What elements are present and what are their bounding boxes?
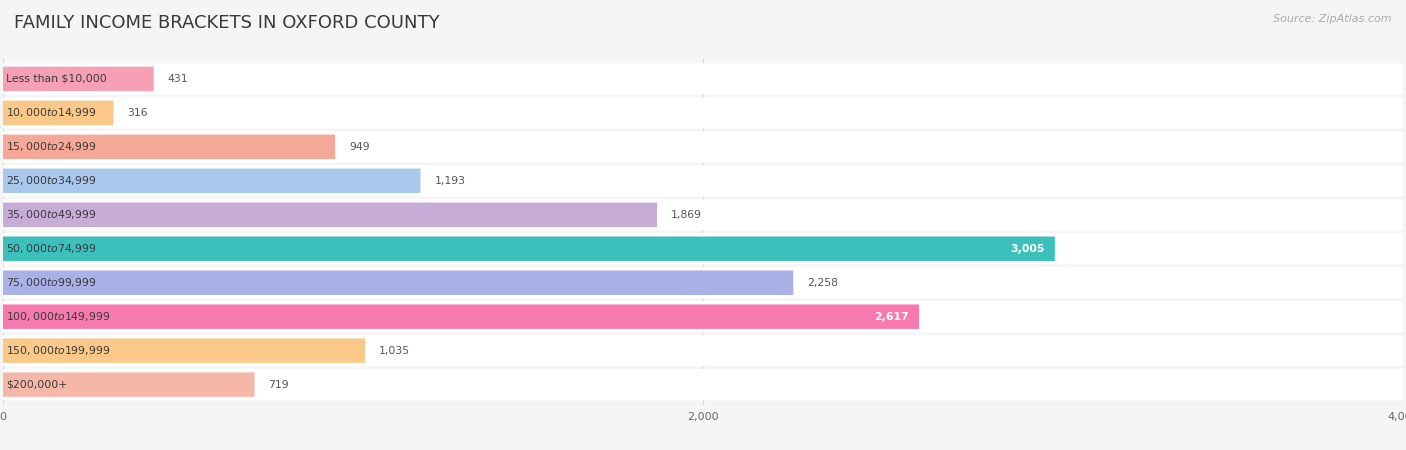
FancyBboxPatch shape bbox=[3, 67, 153, 91]
Text: 1,193: 1,193 bbox=[434, 176, 465, 186]
Text: $50,000 to $74,999: $50,000 to $74,999 bbox=[6, 242, 97, 255]
FancyBboxPatch shape bbox=[3, 233, 1403, 264]
FancyBboxPatch shape bbox=[3, 335, 1403, 366]
Text: Source: ZipAtlas.com: Source: ZipAtlas.com bbox=[1274, 14, 1392, 23]
FancyBboxPatch shape bbox=[3, 237, 1054, 261]
Text: 1,035: 1,035 bbox=[380, 346, 411, 356]
Text: $10,000 to $14,999: $10,000 to $14,999 bbox=[6, 106, 97, 119]
FancyBboxPatch shape bbox=[3, 202, 657, 227]
Text: $35,000 to $49,999: $35,000 to $49,999 bbox=[6, 208, 97, 221]
Text: Less than $10,000: Less than $10,000 bbox=[6, 74, 107, 84]
Text: 3,005: 3,005 bbox=[1010, 244, 1045, 254]
FancyBboxPatch shape bbox=[3, 338, 366, 363]
FancyBboxPatch shape bbox=[3, 305, 920, 329]
FancyBboxPatch shape bbox=[3, 63, 1403, 94]
Text: 431: 431 bbox=[167, 74, 188, 84]
FancyBboxPatch shape bbox=[3, 135, 335, 159]
Text: $15,000 to $24,999: $15,000 to $24,999 bbox=[6, 140, 97, 153]
FancyBboxPatch shape bbox=[3, 373, 254, 397]
Text: $150,000 to $199,999: $150,000 to $199,999 bbox=[6, 344, 111, 357]
Text: $100,000 to $149,999: $100,000 to $149,999 bbox=[6, 310, 111, 323]
FancyBboxPatch shape bbox=[3, 369, 1403, 400]
Text: $200,000+: $200,000+ bbox=[6, 380, 67, 390]
FancyBboxPatch shape bbox=[3, 169, 420, 193]
Text: 2,258: 2,258 bbox=[807, 278, 838, 288]
FancyBboxPatch shape bbox=[3, 101, 114, 125]
Text: 2,617: 2,617 bbox=[875, 312, 908, 322]
FancyBboxPatch shape bbox=[3, 131, 1403, 162]
FancyBboxPatch shape bbox=[3, 267, 1403, 298]
Text: 1,869: 1,869 bbox=[671, 210, 702, 220]
FancyBboxPatch shape bbox=[3, 301, 1403, 332]
Text: $25,000 to $34,999: $25,000 to $34,999 bbox=[6, 174, 97, 187]
Text: $75,000 to $99,999: $75,000 to $99,999 bbox=[6, 276, 97, 289]
FancyBboxPatch shape bbox=[3, 165, 1403, 196]
FancyBboxPatch shape bbox=[3, 270, 793, 295]
Text: 719: 719 bbox=[269, 380, 290, 390]
Text: 949: 949 bbox=[349, 142, 370, 152]
FancyBboxPatch shape bbox=[3, 97, 1403, 129]
FancyBboxPatch shape bbox=[3, 199, 1403, 230]
Text: 316: 316 bbox=[128, 108, 148, 118]
Text: FAMILY INCOME BRACKETS IN OXFORD COUNTY: FAMILY INCOME BRACKETS IN OXFORD COUNTY bbox=[14, 14, 440, 32]
